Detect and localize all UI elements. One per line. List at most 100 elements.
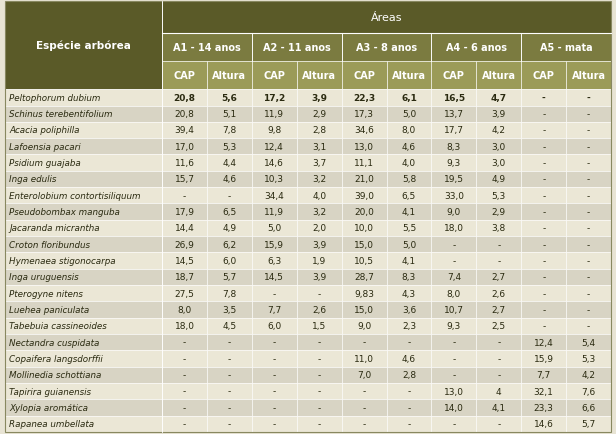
Text: Croton floribundus: Croton floribundus — [9, 240, 90, 249]
Text: 12,4: 12,4 — [534, 338, 554, 347]
Text: -: - — [542, 305, 545, 314]
Text: -: - — [228, 403, 231, 412]
Text: 11,6: 11,6 — [174, 159, 195, 168]
Bar — [297, 399, 342, 415]
Text: -: - — [318, 419, 321, 428]
Text: -: - — [542, 224, 545, 233]
Bar — [521, 383, 566, 399]
Text: -: - — [497, 370, 500, 379]
Bar — [342, 34, 431, 62]
Text: -: - — [542, 126, 545, 135]
Text: 9,8: 9,8 — [267, 126, 282, 135]
Text: -: - — [228, 338, 231, 347]
Text: 26,9: 26,9 — [174, 240, 195, 249]
Text: Lafoensia pacari: Lafoensia pacari — [9, 142, 81, 151]
Bar — [386, 106, 431, 122]
Bar — [297, 171, 342, 187]
Bar — [566, 350, 611, 367]
Bar — [566, 269, 611, 285]
Text: -: - — [407, 419, 411, 428]
Bar — [342, 253, 386, 269]
Text: Peltophorum dubium: Peltophorum dubium — [9, 94, 100, 102]
Bar — [566, 187, 611, 204]
Text: Pterogyne nitens: Pterogyne nitens — [9, 289, 83, 298]
Text: -: - — [542, 159, 545, 168]
Text: -: - — [452, 240, 455, 249]
Bar — [207, 302, 252, 318]
Text: 4,1: 4,1 — [402, 207, 416, 217]
Bar — [521, 237, 566, 253]
Text: 15,9: 15,9 — [533, 354, 554, 363]
Text: 2,7: 2,7 — [492, 273, 506, 282]
Bar — [342, 220, 386, 237]
Text: -: - — [452, 338, 455, 347]
Bar — [5, 285, 162, 302]
Text: 3,9: 3,9 — [311, 94, 327, 102]
Text: 9,0: 9,0 — [357, 322, 371, 331]
Text: 5,0: 5,0 — [402, 240, 416, 249]
Text: Altura: Altura — [213, 71, 246, 81]
Text: 10,0: 10,0 — [354, 224, 374, 233]
Bar — [162, 155, 207, 171]
Text: 14,5: 14,5 — [174, 256, 195, 266]
Bar — [386, 139, 431, 155]
Bar — [207, 106, 252, 122]
Text: -: - — [587, 142, 590, 151]
Text: A5 - mata: A5 - mata — [540, 43, 593, 53]
Bar — [342, 334, 386, 350]
Bar — [476, 187, 521, 204]
Bar — [566, 367, 611, 383]
Text: 3,2: 3,2 — [312, 207, 326, 217]
Text: Acacia poliphilla: Acacia poliphilla — [9, 126, 79, 135]
Bar — [521, 139, 566, 155]
Bar — [431, 334, 476, 350]
Bar — [521, 285, 566, 302]
Bar — [297, 253, 342, 269]
Bar — [252, 237, 297, 253]
Text: 4,1: 4,1 — [492, 403, 506, 412]
Bar — [162, 34, 252, 62]
Text: -: - — [362, 387, 366, 396]
Text: 4,6: 4,6 — [222, 175, 237, 184]
Bar — [5, 253, 162, 269]
Text: 11,9: 11,9 — [264, 207, 284, 217]
Bar — [5, 220, 162, 237]
Text: 5,1: 5,1 — [222, 110, 237, 119]
Text: CAP: CAP — [533, 71, 554, 81]
Text: -: - — [587, 126, 590, 135]
Text: 17,9: 17,9 — [174, 207, 195, 217]
Text: 5,3: 5,3 — [492, 191, 506, 200]
Text: 4,3: 4,3 — [402, 289, 416, 298]
Text: 2,8: 2,8 — [312, 126, 326, 135]
Text: Luehea paniculata: Luehea paniculata — [9, 305, 89, 314]
Bar — [476, 253, 521, 269]
Text: -: - — [452, 256, 455, 266]
Bar — [252, 34, 342, 62]
Bar — [476, 318, 521, 334]
Text: 34,6: 34,6 — [354, 126, 374, 135]
Text: Enterolobium contortisiliquum: Enterolobium contortisiliquum — [9, 191, 140, 200]
Bar — [207, 139, 252, 155]
Text: 5,3: 5,3 — [582, 354, 596, 363]
Text: -: - — [452, 370, 455, 379]
Text: 5,0: 5,0 — [267, 224, 282, 233]
Bar — [252, 334, 297, 350]
Bar — [431, 318, 476, 334]
Text: 2,6: 2,6 — [492, 289, 506, 298]
Bar — [476, 139, 521, 155]
Bar — [207, 334, 252, 350]
Text: -: - — [452, 419, 455, 428]
Bar — [386, 334, 431, 350]
Bar — [207, 383, 252, 399]
Bar — [431, 187, 476, 204]
Text: 6,0: 6,0 — [222, 256, 237, 266]
Text: 3,2: 3,2 — [312, 175, 326, 184]
Bar — [342, 90, 386, 106]
Bar — [207, 62, 252, 90]
Text: -: - — [587, 273, 590, 282]
Bar — [566, 285, 611, 302]
Bar — [386, 367, 431, 383]
Bar — [386, 253, 431, 269]
Text: 15,9: 15,9 — [264, 240, 284, 249]
Text: 14,0: 14,0 — [444, 403, 464, 412]
